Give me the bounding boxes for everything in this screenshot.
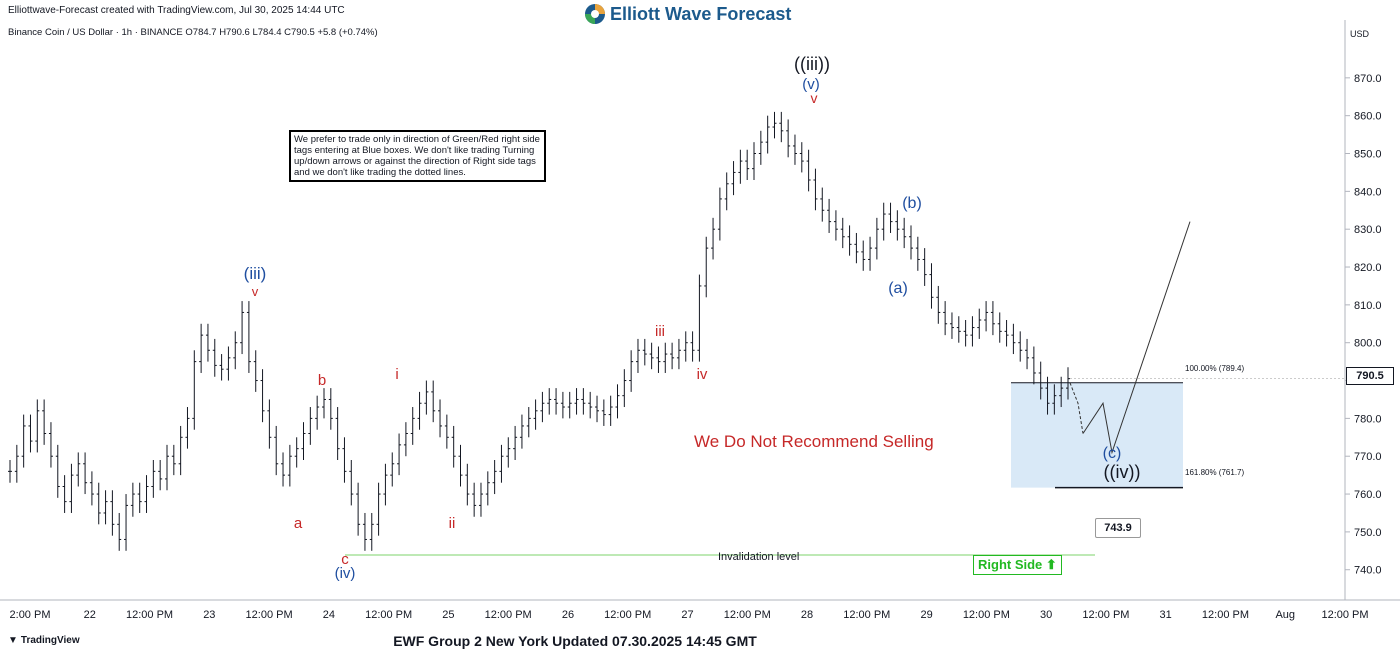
tradingview-label: TradingView	[20, 635, 80, 646]
x-tick-label: 12:00 PM	[246, 609, 293, 621]
y-tick-label: 780.0	[1354, 413, 1382, 425]
wave-label: (iii)	[244, 264, 267, 283]
footer-title: EWF Group 2 New York Updated 07.30.2025 …	[393, 633, 757, 649]
wave-label: ((iv))	[1104, 462, 1141, 482]
y-tick-label: 860.0	[1354, 111, 1382, 123]
x-tick-label: 12:00 PM	[126, 609, 173, 621]
x-tick-label: 12:00 PM	[724, 609, 771, 621]
x-tick-label: 12:00 PM	[1082, 609, 1129, 621]
wave-label: (a)	[888, 280, 908, 297]
projection-path	[1082, 221, 1191, 455]
wave-label: (iv)	[335, 565, 356, 582]
x-tick-label: 2:00 PM	[10, 609, 51, 621]
x-tick-label: 25	[442, 609, 454, 621]
brand-logo: Elliott Wave Forecast	[584, 2, 791, 26]
y-tick-label: 810.0	[1354, 300, 1382, 312]
wave-label: a	[294, 515, 303, 532]
invalidation-label: Invalidation level	[718, 551, 800, 563]
y-tick-label: 850.0	[1354, 149, 1382, 161]
fib-entry-box	[1011, 382, 1183, 488]
fib-100-label: 100.00% (789.4)	[1185, 364, 1245, 373]
x-tick-label: 29	[920, 609, 932, 621]
wave-label: (b)	[902, 195, 922, 212]
x-tick-label: 22	[84, 609, 96, 621]
wave-label: b	[318, 372, 326, 389]
wave-label: (c)	[1103, 445, 1122, 462]
x-tick-label: 26	[562, 609, 574, 621]
y-tick-label: 820.0	[1354, 262, 1382, 274]
x-tick-label: Aug	[1275, 609, 1295, 621]
currency-label[interactable]: USD	[1350, 29, 1370, 39]
invalidation-price-badge: 743.9	[1095, 518, 1141, 538]
wave-label: iii	[655, 323, 665, 340]
y-tick-label: 800.0	[1354, 338, 1382, 350]
y-tick-label: 750.0	[1354, 527, 1382, 539]
wave-label: i	[395, 366, 398, 383]
x-tick-label: 24	[323, 609, 335, 621]
selling-warning: We Do Not Recommend Selling	[694, 432, 934, 451]
x-tick-label: 27	[681, 609, 693, 621]
y-tick-label: 830.0	[1354, 224, 1382, 236]
x-tick-label: 23	[203, 609, 215, 621]
wave-label: ((iii))	[794, 54, 830, 74]
brand-name: Elliott Wave Forecast	[610, 3, 792, 24]
wave-label: c	[341, 551, 349, 568]
wave-label: ii	[449, 515, 456, 532]
x-tick-label: 12:00 PM	[1321, 609, 1368, 621]
y-tick-label: 840.0	[1354, 186, 1382, 198]
projection-dotted-path	[1069, 382, 1084, 434]
x-tick-label: 12:00 PM	[485, 609, 532, 621]
x-tick-label: 12:00 PM	[963, 609, 1010, 621]
x-tick-label: 28	[801, 609, 813, 621]
x-tick-label: 31	[1160, 609, 1172, 621]
wave-label: (v)	[802, 76, 820, 93]
x-tick-label: 30	[1040, 609, 1052, 621]
y-tick-label: 740.0	[1354, 565, 1382, 577]
right-side-tag: Right Side ⬆	[973, 555, 1062, 575]
x-tick-label: 12:00 PM	[843, 609, 890, 621]
y-tick-label: 760.0	[1354, 489, 1382, 501]
ewf-logo-icon	[585, 4, 605, 24]
x-tick-label: 12:00 PM	[604, 609, 651, 621]
right-side-label: Right Side	[978, 557, 1043, 572]
symbol-ohlc-line: Binance Coin / US Dollar · 1h · BINANCE …	[8, 27, 378, 38]
x-tick-label: 12:00 PM	[365, 609, 412, 621]
tradingview-logo: ▼ TradingView	[8, 635, 80, 646]
y-tick-label: 770.0	[1354, 451, 1382, 463]
fib-161-label: 161.80% (761.7)	[1185, 468, 1245, 477]
trading-note: We prefer to trade only in direction of …	[289, 130, 546, 182]
created-by-text: Elliottwave-Forecast created with Tradin…	[8, 5, 345, 16]
arrow-up-icon: ⬆	[1045, 557, 1057, 572]
y-tick-label: 870.0	[1354, 73, 1382, 85]
tradingview-icon: ▼	[8, 635, 18, 646]
wave-label: v	[811, 90, 818, 106]
current-price-badge: 790.5	[1346, 367, 1394, 385]
x-tick-label: 12:00 PM	[1202, 609, 1249, 621]
wave-label: v	[252, 284, 259, 299]
wave-label: iv	[697, 366, 708, 383]
